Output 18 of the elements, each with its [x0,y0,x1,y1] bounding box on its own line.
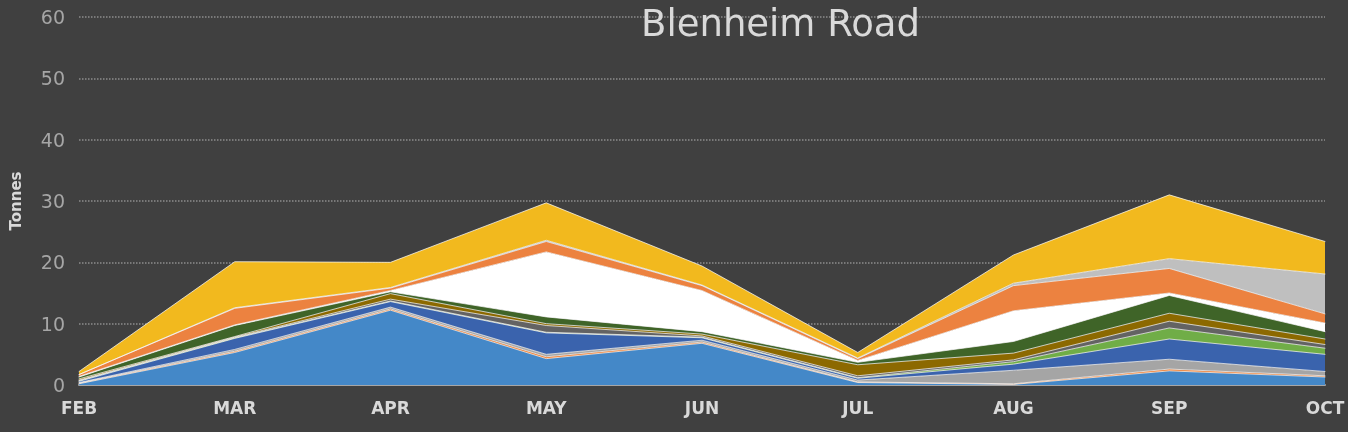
y-tick-label: 20 [40,251,65,274]
chart-title: Blenheim Road [641,2,921,45]
x-tick-label: JUN [683,397,720,418]
x-tick-label: APR [371,397,410,418]
y-tick-label: 60 [40,6,65,28]
x-tick-label: MAR [213,397,257,418]
y-tick-label: 40 [40,128,65,151]
y-tick-label: 50 [40,67,65,90]
x-tick-label: AUG [993,397,1034,418]
y-axis-title: Tonnes [6,171,25,231]
x-tick-label: SEP [1151,397,1188,418]
x-tick-label: FEB [60,397,98,418]
x-tick-label: OCT [1305,397,1345,418]
y-tick-label: 30 [40,190,65,212]
x-tick-label: JUL [841,397,874,418]
y-tick-label: 10 [40,312,65,335]
x-tick-label: MAY [525,397,568,418]
y-tick-label: 0 [52,374,65,396]
